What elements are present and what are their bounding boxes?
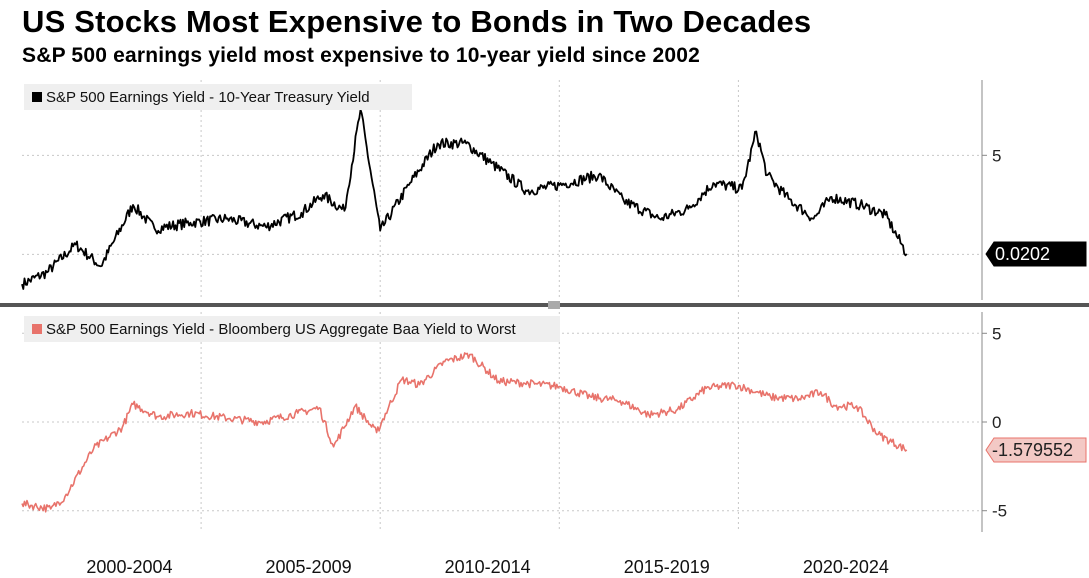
panel-resize-handle bbox=[548, 301, 560, 309]
bottom-panel-last-value-label: -1.579552 bbox=[992, 440, 1073, 460]
top-panel-last-value-tag: 0.0202 bbox=[985, 241, 1087, 267]
bottom-panel-tick-label-1: 0 bbox=[992, 413, 1001, 432]
top-panel-last-value-shape bbox=[985, 241, 1087, 267]
bottom-panel-tick-label-2: -5 bbox=[992, 502, 1007, 521]
bottom-panel-legend: S&P 500 Earnings Yield - Bloomberg US Ag… bbox=[24, 316, 560, 342]
top-panel-last-value-label: 0.0202 bbox=[995, 244, 1050, 264]
x-tick-label-2: 2010-2014 bbox=[445, 557, 531, 577]
bottom-panel-series-line bbox=[21, 352, 908, 513]
bottom-panel-tick-label-0: 5 bbox=[992, 324, 1001, 343]
top-panel-tick-label-0: 5 bbox=[992, 146, 1001, 165]
bottom-panel-last-value-tag: -1.579552 bbox=[985, 437, 1087, 463]
x-tick-label-1: 2005-2009 bbox=[266, 557, 352, 577]
chart-subtitle: S&P 500 earnings yield most expensive to… bbox=[22, 44, 700, 67]
bottom-panel-legend-label: S&P 500 Earnings Yield - Bloomberg US Ag… bbox=[46, 321, 517, 338]
bottom-panel-last-value-shape bbox=[985, 437, 1087, 463]
top-panel-legend: S&P 500 Earnings Yield - 10-Year Treasur… bbox=[24, 84, 412, 110]
top-panel-legend-label: S&P 500 Earnings Yield - 10-Year Treasur… bbox=[46, 89, 370, 106]
x-tick-label-3: 2015-2019 bbox=[624, 557, 710, 577]
x-tick-label-0: 2000-2004 bbox=[86, 557, 172, 577]
panel-separator bbox=[0, 303, 1089, 307]
x-tick-label-4: 2020-2024 bbox=[803, 557, 889, 577]
bottom-panel-legend-swatch bbox=[32, 324, 42, 334]
chart-title: US Stocks Most Expensive to Bonds in Two… bbox=[22, 4, 812, 39]
top-panel-series-line bbox=[21, 108, 908, 290]
bottom-panel-legend-bg bbox=[24, 316, 560, 342]
top-panel-legend-bg bbox=[24, 84, 412, 110]
top-panel-legend-swatch bbox=[32, 92, 42, 102]
